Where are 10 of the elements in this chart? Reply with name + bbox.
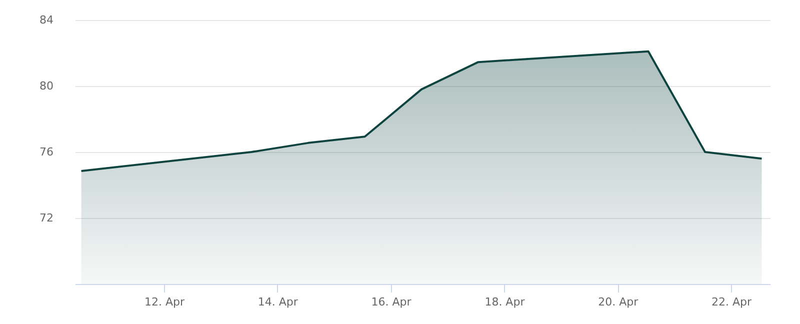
y-tick-label: 80 xyxy=(40,80,54,92)
y-tick-label: 72 xyxy=(40,212,54,224)
x-tick-label: 22. Apr xyxy=(712,296,752,308)
x-tick-label: 12. Apr xyxy=(144,296,185,308)
x-tick-label: 20. Apr xyxy=(598,296,639,308)
x-tick-label: 16. Apr xyxy=(371,296,412,308)
x-tick-label: 14. Apr xyxy=(258,296,298,308)
y-tick-label: 76 xyxy=(40,146,54,158)
y-tick-label: 84 xyxy=(40,14,54,26)
x-tick-label: 18. Apr xyxy=(484,296,526,308)
